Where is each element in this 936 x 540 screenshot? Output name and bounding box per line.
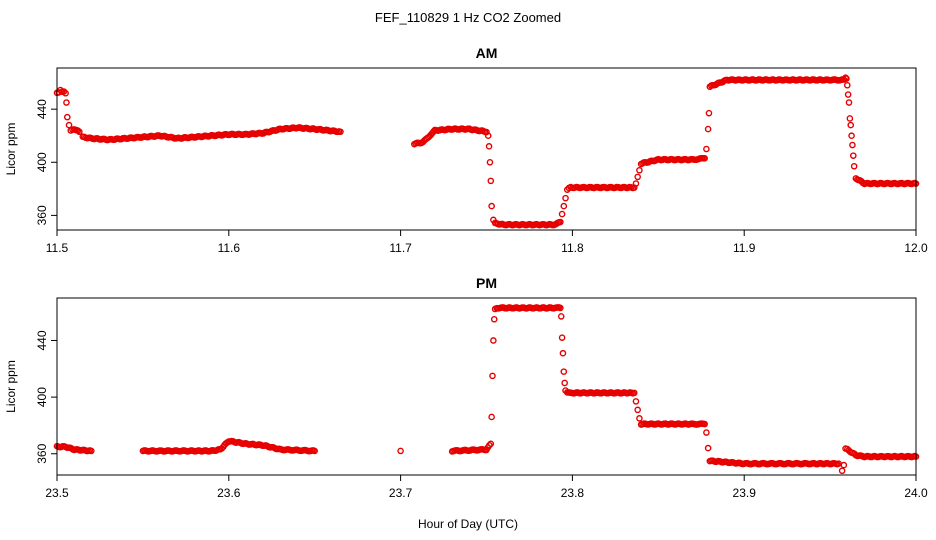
data-point [562,194,569,202]
data-point [489,372,496,380]
data-point [76,128,83,136]
x-tick-label: 23.6 [217,486,241,500]
am-panel: AM Licor ppm 11.5 11.6 11.7 11.8 11.9 12.0 360 40… [4,45,928,255]
data-point [557,313,565,320]
data-point [63,99,70,106]
data-point [850,162,858,170]
x-tick-label: 11.5 [46,241,69,255]
x-axis-label: Hour of Day (UTC) [418,517,518,531]
data-point [703,429,710,436]
data-point [705,109,713,117]
data-point [57,86,64,94]
data-point [559,349,567,357]
data-point [64,113,71,121]
data-point [846,115,854,122]
data-point [557,304,564,312]
data-point [848,132,855,140]
x-tick-label: 11.9 [733,241,756,255]
y-tick-label: 360 [35,443,49,463]
data-point [704,125,712,133]
series-0 [53,304,920,475]
data-point [840,461,848,469]
data-point [636,166,643,174]
data-point [849,152,857,159]
y-axis-label: Licor ppm [4,360,18,413]
data-point [704,444,712,452]
series-0 [53,74,920,229]
y-axis-label: Licor ppm [4,123,18,176]
data-point [630,389,638,397]
data-point [558,334,566,341]
x-tick-label: 11.8 [561,241,584,255]
data-point [847,121,855,129]
data-point [632,180,640,187]
data-point [843,81,851,89]
data-point [560,368,568,375]
data-point [557,218,564,226]
plot-frame [56,67,917,231]
data-point [838,467,846,475]
x-tick-label: 23.8 [561,486,585,500]
data-point [842,74,849,82]
x-tick-label: 12.0 [904,241,928,255]
x-tick-label: 11.7 [389,241,412,255]
data-point [634,406,641,414]
data-point [74,127,82,134]
data-point [703,145,710,153]
data-point [843,75,850,82]
panel-title: PM [476,275,497,291]
y-tick-label: 400 [35,152,49,172]
x-tick-label: 23.9 [733,486,757,500]
data-point [62,89,69,97]
x-tick-label: 23.7 [389,486,413,500]
data-point [845,99,853,106]
plot-frame [56,297,917,476]
data-point [487,440,495,448]
data-point [485,143,493,150]
x-tick-label: 23.5 [45,486,69,500]
data-point [487,177,495,185]
data-point [849,141,856,149]
data-point [486,158,494,166]
data-point [488,202,495,210]
data-point [490,315,498,323]
data-point [632,398,640,405]
data-point [397,447,404,455]
data-point [560,202,568,210]
panel-title: AM [476,45,498,61]
data-point [311,447,319,455]
data-point [484,132,492,140]
pm-panel: PM Licor ppm 23.5 23.6 23.7 23.8 23.9 24.0 360 40… [4,275,928,500]
data-point [701,154,708,162]
data-point [488,413,495,421]
data-point [634,173,641,181]
data-point [88,447,95,455]
data-point [490,337,497,344]
data-point [561,379,568,387]
x-tick-label: 24.0 [904,486,928,500]
y-tick-label: 400 [35,387,49,407]
x-tick-label: 11.6 [218,241,241,255]
y-tick-label: 360 [35,205,49,225]
figure-title: FEF_110829 1 Hz CO2 Zoomed [375,10,561,25]
y-tick-label: 440 [35,99,49,119]
data-point [337,128,344,136]
data-point [486,441,493,449]
data-point [558,210,566,218]
data-point [60,88,68,95]
y-tick-label: 440 [35,330,49,350]
data-point [701,420,708,428]
data-point [636,415,643,422]
data-point [844,91,852,98]
